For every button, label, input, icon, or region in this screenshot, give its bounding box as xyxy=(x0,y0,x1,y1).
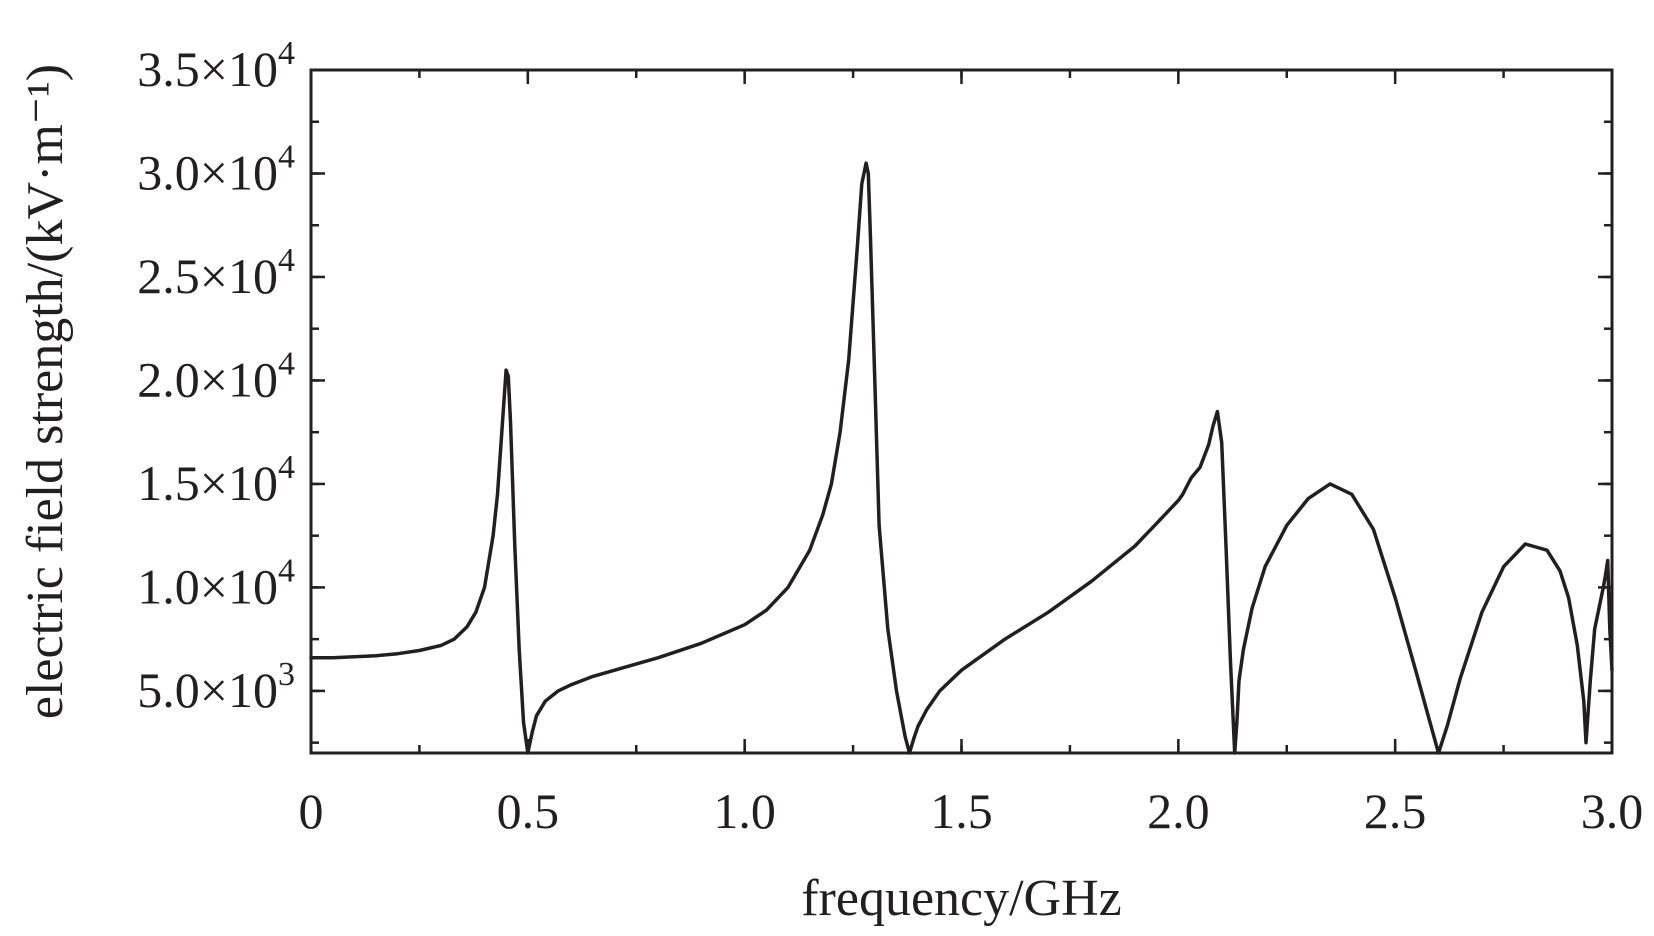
y-tick-label-4: 2.5×104 xyxy=(137,242,295,304)
x-tick-label-2: 1.0 xyxy=(713,783,776,839)
x-axis-title: frequency/GHz xyxy=(801,870,1122,927)
x-tick-label-5: 2.5 xyxy=(1364,783,1427,839)
y-tick-label-1: 1.0×104 xyxy=(137,552,295,614)
x-tick-label-4: 2.0 xyxy=(1147,783,1210,839)
x-tick-label-0: 0 xyxy=(299,783,324,839)
major-ticks xyxy=(309,68,1614,753)
plot-frame xyxy=(309,68,1614,755)
y-tick-label-5: 3.0×104 xyxy=(137,138,295,200)
series-line xyxy=(309,161,1614,755)
y-tick-labels: 5.0×103 1.0×104 1.5×104 2.0×104 2.5×104 3.0×1… xyxy=(137,35,295,718)
x-tick-label-1: 0.5 xyxy=(497,783,560,839)
y-axis-title: electric field strength/(kV·m⁻¹) xyxy=(17,64,74,719)
y-tick-label-2: 1.5×104 xyxy=(137,449,295,511)
x-tick-label-3: 1.5 xyxy=(930,783,993,839)
y-tick-label-6: 3.5×104 xyxy=(137,35,295,97)
minor-ticks xyxy=(311,70,1612,753)
x-tick-label-6: 3.0 xyxy=(1581,783,1644,839)
x-tick-labels: 0 0.5 1.0 1.5 2.0 2.5 3.0 xyxy=(299,783,1644,839)
y-tick-label-3: 2.0×104 xyxy=(137,345,295,407)
y-tick-label-0: 5.0×103 xyxy=(137,656,295,718)
